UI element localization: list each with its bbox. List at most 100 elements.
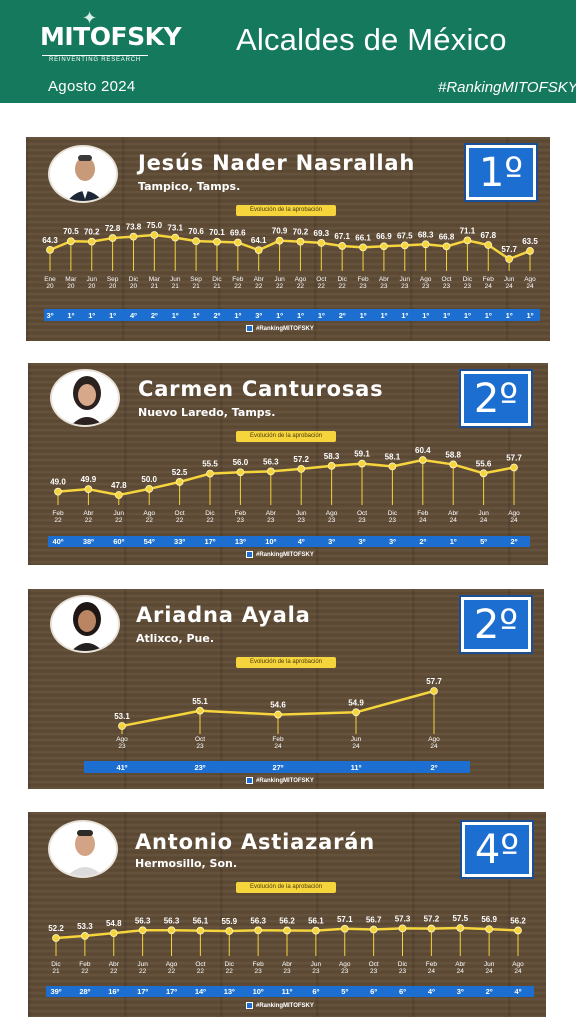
data-point [66, 237, 75, 246]
data-point [352, 708, 360, 717]
evolution-label: Evolución de la aprobación [236, 882, 336, 893]
category-year-label: 23 [401, 283, 409, 290]
rank-label: 1º [234, 311, 241, 320]
category-label: Jun [351, 736, 362, 743]
category-label: Mar [149, 276, 161, 283]
data-point [196, 706, 204, 715]
category-year-label: 23 [380, 283, 388, 290]
category-label: Jun [170, 276, 181, 283]
category-year-label: 24 [430, 743, 438, 750]
data-label: 56.7 [366, 916, 382, 925]
data-point [479, 469, 488, 478]
category-year-label: 20 [88, 283, 96, 290]
category-year-label: 22 [234, 283, 242, 290]
rank-label: 17º [204, 537, 215, 546]
data-label: 55.9 [221, 917, 237, 926]
category-year-label: 24 [428, 968, 436, 975]
data-point [359, 243, 367, 252]
rank-label: 1º [109, 311, 116, 320]
data-label: 56.0 [233, 458, 249, 467]
data-point [150, 231, 159, 239]
category-year-label: 24 [486, 968, 494, 975]
data-point [421, 240, 430, 249]
category-label: Ago [326, 510, 338, 517]
data-point [236, 468, 245, 477]
rank-label: 1º [401, 311, 408, 320]
data-point [192, 237, 200, 246]
data-point [311, 926, 320, 935]
category-year-label: 24 [419, 517, 427, 524]
rank-label: 4º [298, 537, 305, 546]
data-point [108, 234, 117, 242]
category-year-label: 23 [237, 517, 245, 524]
category-label: Ago [166, 961, 178, 968]
data-label: 70.2 [293, 228, 309, 237]
data-label: 49.9 [81, 475, 97, 484]
rank-label: 2º [511, 537, 518, 546]
category-label: Dic [205, 510, 215, 517]
data-label: 58.3 [324, 452, 340, 461]
data-point [380, 242, 388, 251]
data-point [297, 464, 306, 473]
rank-label: 1º [464, 311, 471, 320]
data-label: 56.3 [135, 916, 151, 925]
category-label: Ago [116, 736, 128, 743]
category-year-label: 22 [110, 968, 118, 975]
evolution-label: Evolución de la aprobación [236, 431, 336, 442]
approval-line [49, 233, 531, 261]
category-year-label: 23 [118, 743, 126, 750]
data-label: 49.0 [50, 478, 66, 487]
category-year-label: 23 [443, 283, 451, 290]
rank-label: 40º [52, 537, 63, 546]
category-label: Jun [274, 276, 285, 283]
rank-badge: 4º [462, 822, 532, 877]
rank-label: 1º [450, 537, 457, 546]
category-year-label: 22 [139, 968, 147, 975]
category-year-label: 23 [341, 968, 349, 975]
data-label: 73.8 [126, 223, 142, 232]
data-label: 52.2 [48, 924, 64, 933]
data-label: 58.1 [385, 452, 401, 461]
rank-label: 3º [457, 987, 464, 996]
data-label: 56.3 [263, 457, 279, 466]
data-point [338, 242, 347, 250]
data-point [118, 722, 126, 730]
data-label: 54.8 [106, 919, 122, 928]
category-year-label: 23 [422, 283, 430, 290]
category-label: Jun [296, 510, 307, 517]
category-year-label: 23 [389, 517, 397, 524]
category-year-label: 20 [46, 283, 54, 290]
category-year-label: 21 [151, 283, 159, 290]
data-point [430, 687, 438, 695]
rank-bar [48, 536, 530, 547]
category-year-label: 23 [399, 968, 407, 975]
rank-label: 6º [312, 987, 319, 996]
category-label: Feb [357, 276, 369, 283]
category-label: Ago [295, 276, 307, 283]
data-point [274, 710, 282, 719]
avatar [50, 369, 120, 427]
chart-hashtag: #RankingMITOFSKY [246, 777, 314, 784]
mayor-city: Hermosillo, Son. [135, 857, 238, 870]
category-label: Sep [107, 276, 119, 283]
data-label: 70.6 [188, 227, 204, 236]
data-point [145, 484, 154, 493]
rank-label: 1º [380, 311, 387, 320]
data-label: 52.5 [172, 468, 188, 477]
data-point [254, 926, 263, 935]
rank-label: 1º [318, 311, 325, 320]
data-point [510, 463, 518, 472]
data-point [449, 460, 458, 469]
chart-hashtag: #RankingMITOFSKY [246, 551, 314, 558]
header-banner: ✦ MITOFSKY REINVENTING RESEARCH Agosto 2… [0, 0, 576, 103]
category-label: Jun [311, 961, 322, 968]
category-year-label: 23 [358, 517, 366, 524]
evolution-label: Evolución de la aprobación [236, 657, 336, 668]
category-year-label: 23 [370, 968, 378, 975]
approval-chart: 49.0 49.9 47.8 50.0 52.5 55.5 56.0 56.3 57.2 58.3… [48, 446, 530, 547]
category-year-label: 22 [85, 517, 93, 524]
data-point [427, 924, 436, 933]
category-label: Jun [400, 276, 411, 283]
category-year-label: 24 [457, 968, 465, 975]
category-label: Ago [512, 961, 524, 968]
